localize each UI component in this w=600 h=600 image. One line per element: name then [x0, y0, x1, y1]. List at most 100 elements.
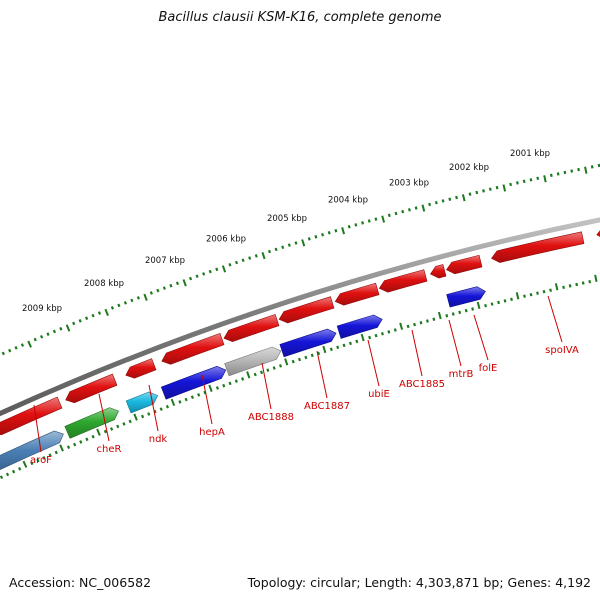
- inner-ruler-minor-tick: [48, 453, 52, 457]
- outer-ruler-major-tick: [27, 340, 32, 348]
- outer-ruler-minor-tick: [414, 206, 418, 210]
- outer-ruler-minor-tick: [215, 267, 219, 272]
- outer-ruler-minor-tick: [123, 301, 127, 305]
- inner-ruler-minor-tick: [30, 461, 34, 466]
- gene-fole-leader: [473, 314, 489, 361]
- outer-ruler-minor-tick: [314, 235, 318, 239]
- inner-ruler-minor-tick: [241, 377, 245, 381]
- inner-ruler-major-tick: [437, 311, 442, 320]
- inner-ruler-minor-tick: [471, 307, 475, 311]
- inner-ruler-major-tick: [284, 358, 289, 366]
- inner-ruler-minor-tick: [536, 291, 539, 295]
- outer-ruler-minor-tick: [228, 262, 232, 267]
- minus-strand-arrow-2: [65, 373, 118, 404]
- inner-ruler-major-tick: [22, 460, 28, 468]
- inner-ruler-minor-tick: [304, 355, 308, 360]
- outer-ruler-minor-tick: [394, 211, 398, 216]
- inner-ruler-minor-tick: [387, 330, 391, 334]
- inner-ruler-minor-tick: [234, 379, 238, 383]
- outer-ruler-minor-tick: [434, 200, 438, 205]
- inner-ruler-minor-tick: [184, 397, 188, 402]
- inner-ruler-minor-tick: [159, 407, 163, 411]
- outer-ruler-minor-tick: [334, 229, 338, 233]
- outer-ruler-minor-tick: [354, 223, 358, 227]
- outer-ruler-minor-tick: [536, 176, 540, 181]
- gene-ubie-arrow: [336, 314, 383, 339]
- outer-ruler-minor-tick: [274, 247, 278, 252]
- inner-ruler-minor-tick: [103, 429, 108, 434]
- outer-ruler-major-tick: [502, 184, 507, 192]
- outer-ruler-major-tick: [461, 194, 466, 202]
- inner-ruler-minor-tick: [165, 404, 169, 409]
- inner-ruler-minor-tick: [380, 332, 384, 336]
- inner-ruler-minor-tick: [178, 400, 182, 404]
- outer-ruler-minor-tick: [509, 182, 513, 187]
- inner-ruler-minor-tick: [503, 299, 507, 303]
- outer-ruler-minor-tick: [33, 337, 37, 342]
- inner-ruler-minor-tick: [190, 395, 194, 399]
- inner-ruler-minor-tick: [85, 437, 89, 442]
- inner-ruler-minor-tick: [425, 319, 429, 323]
- minus-strand-arrow-7: [334, 282, 380, 306]
- inner-ruler-minor-tick: [529, 292, 533, 297]
- gene-abc1888-label: ABC1888: [248, 412, 294, 423]
- outer-ruler-minor-tick: [241, 258, 245, 263]
- minus-strand-arrow-1: [0, 396, 63, 436]
- outer-ruler-minor-tick: [208, 269, 212, 274]
- outer-ruler: [1, 163, 600, 356]
- outer-ruler-minor-tick: [281, 245, 285, 250]
- inner-ruler-minor-tick: [73, 442, 77, 447]
- inner-ruler-major-tick: [59, 444, 64, 452]
- inner-ruler-minor-tick: [568, 284, 572, 288]
- inner-ruler-minor-tick: [406, 324, 410, 329]
- outer-ruler-minor-tick: [294, 241, 298, 245]
- outer-ruler-major-tick: [301, 239, 306, 247]
- outer-ruler-minor-tick: [117, 303, 121, 308]
- outer-ruler-minor-tick: [556, 172, 560, 176]
- inner-ruler-minor-tick: [336, 345, 340, 350]
- inner-ruler-minor-tick: [393, 328, 397, 332]
- inner-ruler-minor-tick: [272, 366, 276, 370]
- inner-ruler-major-tick: [515, 292, 520, 300]
- minus-strand-arrow-6: [278, 296, 335, 324]
- inner-ruler-minor-tick: [317, 351, 321, 356]
- outer-ruler-minor-tick: [448, 197, 452, 201]
- inner-ruler-minor-tick: [542, 289, 546, 294]
- minus-strand-arrow-10: [446, 254, 483, 275]
- inner-ruler-minor-tick: [215, 386, 220, 390]
- outer-ruler-major-tick: [381, 215, 386, 223]
- gene-features: [0, 230, 600, 470]
- inner-ruler-major-tick: [360, 333, 365, 342]
- inner-ruler-minor-tick: [228, 381, 232, 386]
- gene-cher-label: cheR: [97, 444, 122, 455]
- gene-ubie-leader: [367, 339, 380, 387]
- inner-ruler-minor-tick: [42, 456, 46, 460]
- inner-ruler-minor-tick: [36, 458, 40, 463]
- minus-strand-arrow-8: [378, 269, 428, 293]
- outer-ruler-minor-tick: [156, 288, 160, 293]
- outer-ruler-minor-tick: [495, 185, 499, 190]
- page-title: Bacillus clausii KSM-K16, complete genom…: [158, 10, 442, 25]
- inner-ruler-minor-tick: [549, 288, 552, 292]
- inner-ruler-minor-tick: [66, 445, 71, 449]
- outer-ruler-minor-tick: [347, 225, 351, 229]
- outer-ruler-minor-tick: [475, 190, 479, 195]
- inner-ruler-major-tick: [399, 322, 404, 330]
- genome-backbone: [0, 217, 600, 417]
- gene-ndk-leader: [148, 384, 159, 432]
- inner-ruler-minor-tick: [291, 359, 295, 364]
- inner-ruler-major-tick: [170, 398, 176, 407]
- inner-ruler-minor-tick: [260, 370, 264, 375]
- outer-ruler-major-tick: [182, 279, 187, 287]
- outer-ruler-minor-tick: [267, 249, 272, 254]
- outer-ruler-minor-tick: [189, 276, 193, 281]
- inner-ruler-major-tick: [246, 371, 251, 379]
- kbp-label: 2008 kbp: [84, 279, 124, 289]
- outer-ruler-minor-tick: [515, 181, 519, 185]
- minus-strand-arrow-9: [429, 264, 447, 279]
- outer-ruler-major-tick: [543, 175, 547, 183]
- kbp-label: 2006 kbp: [206, 234, 246, 244]
- gene-ndk-arrow: [125, 391, 159, 414]
- inner-ruler-minor-tick: [445, 314, 449, 318]
